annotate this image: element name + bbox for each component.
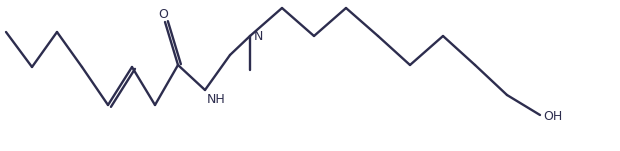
Text: N: N [254, 29, 264, 42]
Text: O: O [158, 8, 168, 21]
Text: NH: NH [207, 93, 226, 106]
Text: OH: OH [543, 109, 562, 122]
